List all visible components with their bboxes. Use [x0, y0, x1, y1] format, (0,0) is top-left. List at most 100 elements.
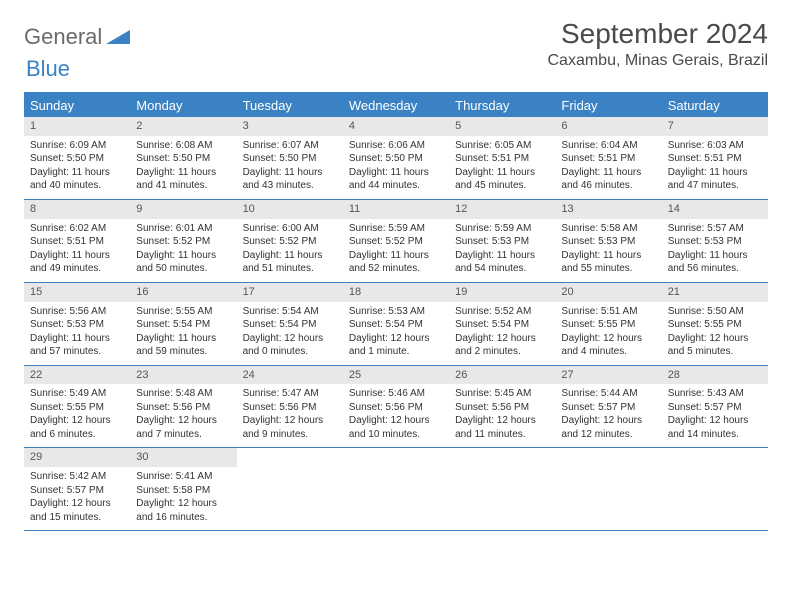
day-header-monday: Monday — [130, 94, 236, 117]
day-cell: 22Sunrise: 5:49 AMSunset: 5:55 PMDayligh… — [24, 366, 130, 448]
day-cell: 13Sunrise: 5:58 AMSunset: 5:53 PMDayligh… — [555, 200, 661, 282]
day-body: Sunrise: 6:04 AMSunset: 5:51 PMDaylight:… — [555, 136, 661, 199]
sunrise-text: Sunrise: 5:51 AM — [561, 305, 655, 319]
daylight-text: Daylight: 12 hours and 15 minutes. — [30, 497, 124, 524]
day-body: Sunrise: 5:59 AMSunset: 5:53 PMDaylight:… — [449, 219, 555, 282]
daylight-text: Daylight: 11 hours and 57 minutes. — [30, 332, 124, 359]
sunrise-text: Sunrise: 5:52 AM — [455, 305, 549, 319]
sunrise-text: Sunrise: 6:05 AM — [455, 139, 549, 153]
daylight-text: Daylight: 12 hours and 16 minutes. — [136, 497, 230, 524]
day-header-row: Sunday Monday Tuesday Wednesday Thursday… — [24, 94, 768, 117]
day-number: 29 — [24, 448, 130, 467]
day-cell: 1Sunrise: 6:09 AMSunset: 5:50 PMDaylight… — [24, 117, 130, 199]
day-body: Sunrise: 5:45 AMSunset: 5:56 PMDaylight:… — [449, 384, 555, 447]
daylight-text: Daylight: 11 hours and 59 minutes. — [136, 332, 230, 359]
day-header-wednesday: Wednesday — [343, 94, 449, 117]
logo-text-general: General — [24, 24, 102, 50]
day-number: 12 — [449, 200, 555, 219]
sunset-text: Sunset: 5:50 PM — [243, 152, 337, 166]
sunset-text: Sunset: 5:53 PM — [30, 318, 124, 332]
sunset-text: Sunset: 5:50 PM — [30, 152, 124, 166]
sunrise-text: Sunrise: 6:06 AM — [349, 139, 443, 153]
day-number: 18 — [343, 283, 449, 302]
day-body: Sunrise: 5:49 AMSunset: 5:55 PMDaylight:… — [24, 384, 130, 447]
sunrise-text: Sunrise: 5:43 AM — [668, 387, 762, 401]
sunset-text: Sunset: 5:52 PM — [349, 235, 443, 249]
sunrise-text: Sunrise: 6:02 AM — [30, 222, 124, 236]
day-body: Sunrise: 5:52 AMSunset: 5:54 PMDaylight:… — [449, 302, 555, 365]
sunset-text: Sunset: 5:52 PM — [136, 235, 230, 249]
sunrise-text: Sunrise: 5:45 AM — [455, 387, 549, 401]
day-number: 24 — [237, 366, 343, 385]
calendar: Sunday Monday Tuesday Wednesday Thursday… — [24, 92, 768, 531]
day-cell — [555, 448, 661, 530]
logo: General — [24, 18, 130, 51]
day-cell: 4Sunrise: 6:06 AMSunset: 5:50 PMDaylight… — [343, 117, 449, 199]
day-cell: 15Sunrise: 5:56 AMSunset: 5:53 PMDayligh… — [24, 283, 130, 365]
sunrise-text: Sunrise: 6:08 AM — [136, 139, 230, 153]
daylight-text: Daylight: 12 hours and 12 minutes. — [561, 414, 655, 441]
day-number: 3 — [237, 117, 343, 136]
day-cell: 20Sunrise: 5:51 AMSunset: 5:55 PMDayligh… — [555, 283, 661, 365]
daylight-text: Daylight: 11 hours and 50 minutes. — [136, 249, 230, 276]
day-cell: 16Sunrise: 5:55 AMSunset: 5:54 PMDayligh… — [130, 283, 236, 365]
day-number: 22 — [24, 366, 130, 385]
sunrise-text: Sunrise: 5:49 AM — [30, 387, 124, 401]
daylight-text: Daylight: 11 hours and 51 minutes. — [243, 249, 337, 276]
day-number: 25 — [343, 366, 449, 385]
sunset-text: Sunset: 5:55 PM — [668, 318, 762, 332]
day-cell: 24Sunrise: 5:47 AMSunset: 5:56 PMDayligh… — [237, 366, 343, 448]
day-body: Sunrise: 5:42 AMSunset: 5:57 PMDaylight:… — [24, 467, 130, 530]
day-number: 8 — [24, 200, 130, 219]
sunset-text: Sunset: 5:57 PM — [30, 484, 124, 498]
day-number: 19 — [449, 283, 555, 302]
daylight-text: Daylight: 11 hours and 56 minutes. — [668, 249, 762, 276]
sunrise-text: Sunrise: 5:42 AM — [30, 470, 124, 484]
day-body: Sunrise: 6:01 AMSunset: 5:52 PMDaylight:… — [130, 219, 236, 282]
sunrise-text: Sunrise: 5:54 AM — [243, 305, 337, 319]
sunrise-text: Sunrise: 5:58 AM — [561, 222, 655, 236]
sunset-text: Sunset: 5:51 PM — [561, 152, 655, 166]
day-number: 26 — [449, 366, 555, 385]
sunrise-text: Sunrise: 5:50 AM — [668, 305, 762, 319]
sunset-text: Sunset: 5:54 PM — [455, 318, 549, 332]
day-cell: 9Sunrise: 6:01 AMSunset: 5:52 PMDaylight… — [130, 200, 236, 282]
day-number: 30 — [130, 448, 236, 467]
sunset-text: Sunset: 5:51 PM — [668, 152, 762, 166]
month-title: September 2024 — [547, 18, 768, 50]
day-number: 27 — [555, 366, 661, 385]
daylight-text: Daylight: 11 hours and 41 minutes. — [136, 166, 230, 193]
sunset-text: Sunset: 5:50 PM — [349, 152, 443, 166]
sunrise-text: Sunrise: 5:53 AM — [349, 305, 443, 319]
day-number: 17 — [237, 283, 343, 302]
day-body: Sunrise: 6:00 AMSunset: 5:52 PMDaylight:… — [237, 219, 343, 282]
day-body: Sunrise: 6:08 AMSunset: 5:50 PMDaylight:… — [130, 136, 236, 199]
title-block: September 2024 Caxambu, Minas Gerais, Br… — [547, 18, 768, 70]
daylight-text: Daylight: 12 hours and 2 minutes. — [455, 332, 549, 359]
sunset-text: Sunset: 5:56 PM — [136, 401, 230, 415]
day-body: Sunrise: 5:53 AMSunset: 5:54 PMDaylight:… — [343, 302, 449, 365]
sunrise-text: Sunrise: 5:44 AM — [561, 387, 655, 401]
day-number: 4 — [343, 117, 449, 136]
day-number: 28 — [662, 366, 768, 385]
day-body: Sunrise: 5:57 AMSunset: 5:53 PMDaylight:… — [662, 219, 768, 282]
sunset-text: Sunset: 5:54 PM — [136, 318, 230, 332]
day-number: 9 — [130, 200, 236, 219]
sunrise-text: Sunrise: 5:59 AM — [349, 222, 443, 236]
day-body: Sunrise: 5:56 AMSunset: 5:53 PMDaylight:… — [24, 302, 130, 365]
day-cell: 21Sunrise: 5:50 AMSunset: 5:55 PMDayligh… — [662, 283, 768, 365]
day-header-sunday: Sunday — [24, 94, 130, 117]
day-number: 7 — [662, 117, 768, 136]
sunset-text: Sunset: 5:50 PM — [136, 152, 230, 166]
daylight-text: Daylight: 11 hours and 40 minutes. — [30, 166, 124, 193]
sunrise-text: Sunrise: 5:46 AM — [349, 387, 443, 401]
day-cell — [662, 448, 768, 530]
day-number: 10 — [237, 200, 343, 219]
sunset-text: Sunset: 5:53 PM — [668, 235, 762, 249]
daylight-text: Daylight: 11 hours and 47 minutes. — [668, 166, 762, 193]
sunset-text: Sunset: 5:51 PM — [30, 235, 124, 249]
day-body: Sunrise: 5:46 AMSunset: 5:56 PMDaylight:… — [343, 384, 449, 447]
sunrise-text: Sunrise: 5:55 AM — [136, 305, 230, 319]
sunset-text: Sunset: 5:52 PM — [243, 235, 337, 249]
day-cell: 27Sunrise: 5:44 AMSunset: 5:57 PMDayligh… — [555, 366, 661, 448]
